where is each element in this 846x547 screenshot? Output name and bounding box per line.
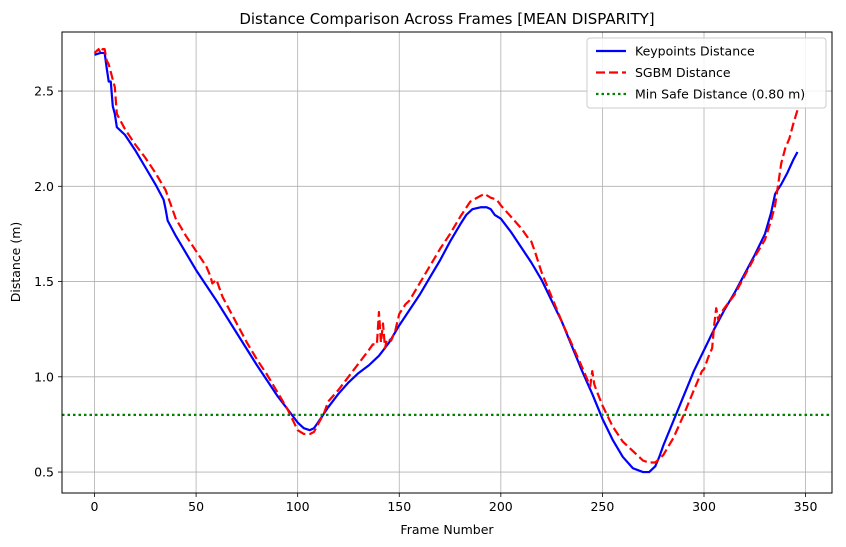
axis-ticks: 0 50 100 150 200 250 300 350 0.5 1.0 1.5 2.0 2.5 [34,84,817,514]
series-layer [62,48,832,474]
y-tick-label: 2.0 [34,179,54,194]
x-tick-label: 50 [188,499,204,514]
grid [62,32,832,493]
legend-label: Min Safe Distance (0.80 m) [635,87,805,102]
y-tick-label: 1.0 [34,369,54,384]
x-tick-label: 200 [489,499,513,514]
y-tick-label: 0.5 [34,465,54,480]
x-tick-label: 350 [794,499,818,514]
x-tick-label: 250 [590,499,614,514]
y-axis-title: Distance (m) [8,222,23,303]
legend: Keypoints Distance SGBM Distance Min Safe … [586,37,827,109]
chart-title: Distance Comparison Across Frames [MEAN … [239,10,654,28]
x-tick-label: 0 [91,499,99,514]
x-axis-title: Frame Number [400,522,494,537]
legend-label: Keypoints Distance [635,44,755,59]
y-tick-label: 2.5 [34,84,54,99]
y-tick-label: 1.5 [34,274,54,289]
series-line-2 [93,48,799,464]
plot-frame [61,31,833,494]
legend-box [586,37,827,109]
series-line-1 [94,51,799,474]
x-tick-label: 100 [286,499,310,514]
x-tick-label: 150 [387,499,411,514]
x-tick-label: 300 [692,499,716,514]
legend-label: SGBM Distance [635,65,731,80]
